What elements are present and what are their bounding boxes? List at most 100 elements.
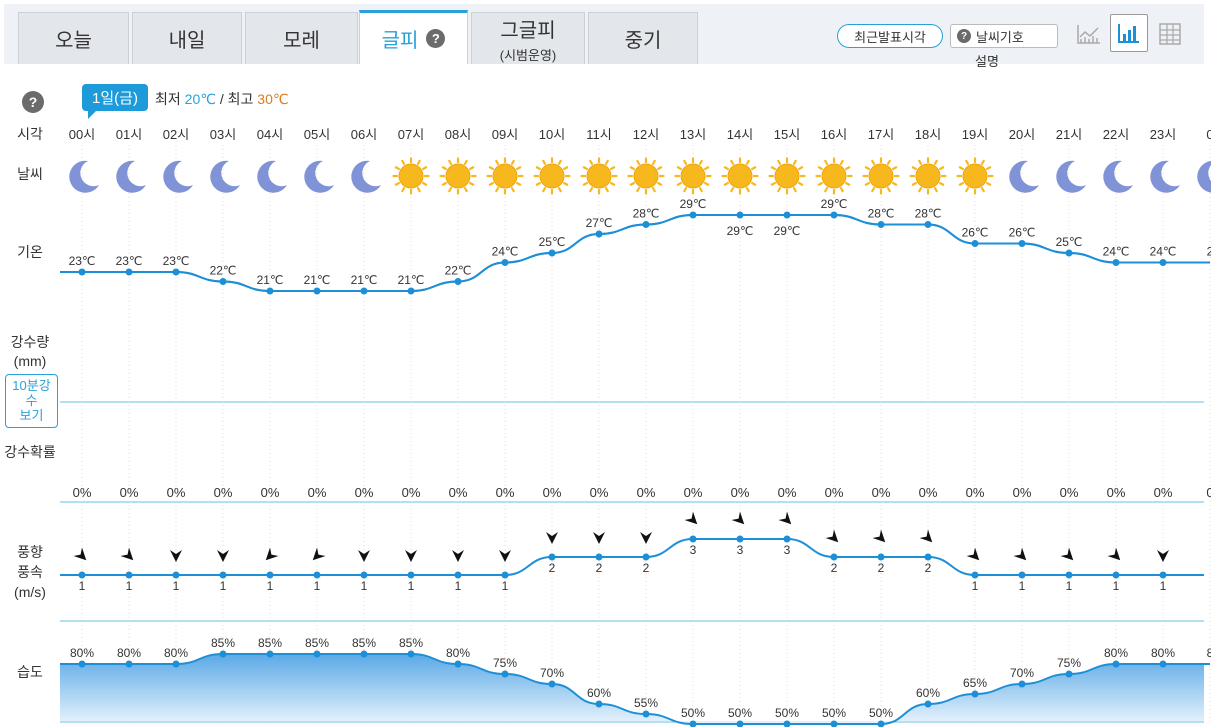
humidity-point bbox=[78, 660, 86, 668]
wind-speed-label: 2 bbox=[878, 561, 885, 575]
sun-ray bbox=[918, 159, 923, 165]
temperature-point bbox=[454, 278, 462, 285]
sun-ray bbox=[986, 181, 992, 186]
humidity-point bbox=[877, 720, 885, 727]
temperature-label: 23℃ bbox=[69, 254, 96, 268]
humidity-point bbox=[360, 650, 368, 658]
help-icon[interactable]: ? bbox=[22, 91, 44, 113]
sun-ray bbox=[683, 187, 688, 193]
humidity-label: 85% bbox=[305, 636, 329, 650]
wind-arrow-shape bbox=[170, 550, 182, 562]
hour-label: 16시 bbox=[821, 127, 847, 142]
sun-ray bbox=[516, 181, 522, 186]
sun-ray bbox=[792, 159, 797, 165]
wind-speed-point bbox=[219, 571, 227, 579]
wind-direction-arrow bbox=[170, 550, 182, 562]
hour-label: 17시 bbox=[868, 127, 894, 142]
hour-label: 11시 bbox=[586, 127, 611, 142]
wind-speed-label: 3 bbox=[737, 543, 744, 557]
sun-ray bbox=[698, 159, 703, 165]
humidity-label: 50% bbox=[822, 706, 846, 720]
line-graph-icon[interactable] bbox=[1071, 16, 1107, 52]
sun-ray bbox=[839, 159, 844, 165]
sun-ray bbox=[751, 181, 757, 186]
wind-speed-point bbox=[313, 571, 321, 579]
help-icon[interactable]: ? bbox=[426, 29, 446, 48]
recent-release-button[interactable]: 최근발표시각 bbox=[837, 24, 943, 48]
sun-ray bbox=[610, 181, 616, 186]
wind-speed-label: 2 bbox=[596, 561, 603, 575]
tab-mid-term[interactable]: 중기 bbox=[588, 12, 698, 64]
wind-speed-label: 1 bbox=[173, 579, 180, 593]
humidity-point bbox=[501, 670, 509, 678]
hour-label: 08시 bbox=[445, 127, 471, 142]
hour-label: 14시 bbox=[727, 127, 753, 142]
wind-speed-label: 1 bbox=[502, 579, 509, 593]
sun-ray bbox=[510, 187, 515, 193]
temperature-point bbox=[1159, 259, 1167, 266]
wind-speed-label: 1 bbox=[361, 579, 368, 593]
hour-label: 13시 bbox=[680, 127, 706, 142]
weather-symbol-button[interactable]: ? 날씨기호 bbox=[950, 24, 1058, 48]
temperature-point bbox=[924, 221, 932, 228]
tab-today[interactable]: 오늘 bbox=[18, 12, 129, 64]
humidity-label: 80% bbox=[117, 646, 141, 660]
wind-speed-point bbox=[125, 571, 133, 579]
sun-icon bbox=[774, 163, 800, 189]
wind-speed-point bbox=[266, 571, 274, 579]
precip-prob-label: 0% bbox=[449, 485, 468, 500]
tab-tomorrow[interactable]: 내일 bbox=[132, 12, 242, 64]
wind-speed-label: 1 bbox=[408, 579, 415, 593]
wind-direction-arrow bbox=[452, 550, 464, 562]
sun-ray bbox=[886, 187, 891, 193]
sun-ray bbox=[965, 187, 970, 193]
table-icon[interactable] bbox=[1152, 16, 1188, 52]
sun-ray bbox=[557, 159, 562, 165]
sun-ray bbox=[770, 181, 776, 186]
bar-graph-icon[interactable] bbox=[1110, 14, 1148, 52]
sun-ray bbox=[911, 166, 917, 171]
humidity-label: 80% bbox=[70, 646, 94, 660]
moon-icon bbox=[210, 160, 240, 193]
tab-4-days-later[interactable]: 그글피 (시범운영) bbox=[471, 12, 585, 64]
tab-3-days-later[interactable]: 글피 ? bbox=[359, 10, 468, 64]
wind-direction-arrow bbox=[499, 550, 511, 562]
tab-label: 중기 bbox=[624, 30, 662, 52]
wind-arrow-shape bbox=[872, 529, 886, 543]
row-label-wind-speed: 풍속 bbox=[17, 564, 43, 580]
humidity-point bbox=[1065, 670, 1073, 678]
sun-ray bbox=[933, 187, 938, 193]
humidity-point bbox=[689, 720, 697, 727]
tab-label: 내일 bbox=[168, 30, 206, 52]
temperature-point bbox=[501, 259, 509, 266]
sun-ray bbox=[636, 159, 641, 165]
sun-ray bbox=[495, 187, 500, 193]
wind-speed-label: 3 bbox=[784, 543, 791, 557]
temperature-label: 21℃ bbox=[351, 273, 378, 287]
row-label-precip-prob: 강수확률 bbox=[4, 444, 56, 460]
sun-ray bbox=[610, 166, 616, 171]
precip-prob-label: 0% bbox=[1154, 485, 1173, 500]
temperature-label: 23℃ bbox=[116, 254, 143, 268]
sun-ray bbox=[817, 181, 823, 186]
ten-min-precip-button[interactable]: 10분강 수 보기 bbox=[5, 374, 58, 428]
hour-label: 03시 bbox=[210, 127, 236, 142]
sun-ray bbox=[892, 181, 898, 186]
row-label-weather: 날씨 bbox=[17, 166, 43, 182]
wind-arrow-shape bbox=[1157, 550, 1169, 562]
humidity-label: 55% bbox=[634, 696, 658, 710]
humidity-label: 60% bbox=[587, 686, 611, 700]
button-line: 수 bbox=[25, 393, 38, 408]
precip-prob-label: 0% bbox=[73, 485, 92, 500]
sun-ray bbox=[892, 166, 898, 171]
min-max-temp: 최저 20℃ / 최고 30℃ bbox=[155, 89, 289, 109]
sun-ray bbox=[604, 159, 609, 165]
wind-speed-point bbox=[454, 571, 462, 579]
tab-day-after[interactable]: 모레 bbox=[245, 12, 358, 64]
sun-ray bbox=[563, 181, 569, 186]
wind-direction-arrow bbox=[405, 550, 417, 562]
precip-prob-label: 0% bbox=[120, 485, 139, 500]
wind-direction-arrow bbox=[640, 532, 652, 544]
humidity-point bbox=[548, 680, 556, 688]
humidity-label: 75% bbox=[493, 656, 517, 670]
